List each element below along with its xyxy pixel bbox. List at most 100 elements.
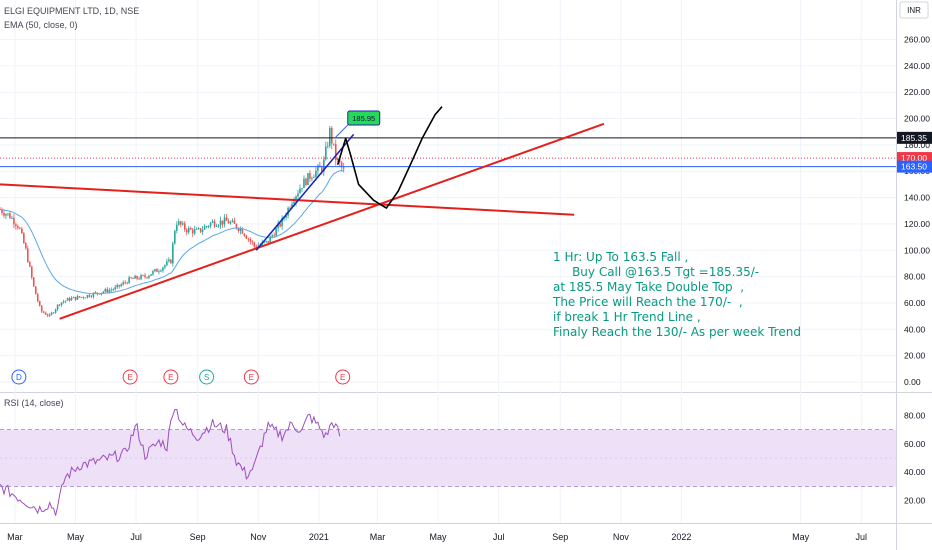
candle-body <box>15 224 17 227</box>
candle-body <box>289 207 291 209</box>
candle-body <box>340 162 343 168</box>
candle-body <box>243 233 246 236</box>
candle-body <box>148 275 150 278</box>
candle-body <box>263 241 266 243</box>
y-tick-label: 20.00 <box>904 351 926 361</box>
candle-body <box>11 217 13 219</box>
x-tick-label: Mar <box>370 532 386 542</box>
price-level-badge <box>897 131 932 144</box>
candle-body <box>102 291 105 293</box>
x-tick-label: May <box>792 532 810 542</box>
candle-body <box>9 213 11 219</box>
candle-body <box>277 223 279 229</box>
candle-body <box>317 165 319 171</box>
currency-label: INR <box>907 6 921 15</box>
candle-body <box>7 213 9 215</box>
candle-body <box>217 225 220 227</box>
candle-body <box>138 278 140 280</box>
candle-body <box>128 277 130 284</box>
candle-body <box>213 221 216 227</box>
candle-body <box>223 217 226 225</box>
candle-body <box>27 248 29 263</box>
candle-body <box>108 289 111 293</box>
candle-body <box>21 228 23 234</box>
candle-body <box>199 228 202 232</box>
candle-body <box>295 196 297 202</box>
y-tick-label: 140.00 <box>904 193 930 203</box>
y-tick-label: 100.00 <box>904 245 930 255</box>
y-tick-label: 40.00 <box>904 324 926 334</box>
candle-body <box>273 235 275 237</box>
candle-body <box>207 226 210 227</box>
candle-body <box>124 282 126 284</box>
candle-body <box>84 297 87 299</box>
candle-body <box>158 271 160 273</box>
annotation-line: Finaly Reach the 130/- As per week Trend <box>553 325 801 339</box>
candle-body <box>92 292 95 297</box>
candle-body <box>183 223 186 230</box>
candle-body <box>32 277 35 287</box>
ema-legend[interactable]: EMA (50, close, 0) <box>4 20 78 30</box>
candle-body <box>297 193 299 197</box>
candle-body <box>34 286 37 295</box>
currency-badge <box>899 1 929 19</box>
candle-body <box>60 302 63 305</box>
candle-body <box>229 221 232 224</box>
event-marker-label: S <box>204 373 209 382</box>
candle-body <box>305 178 307 186</box>
candle-body <box>164 265 166 268</box>
candle-body <box>237 228 240 231</box>
candle-body <box>235 223 238 229</box>
candle-body <box>64 300 67 302</box>
candle-body <box>342 167 345 169</box>
event-marker-label: E <box>127 373 132 382</box>
candle-body <box>94 292 97 294</box>
candle-body <box>225 217 228 221</box>
rsi-line <box>0 408 341 516</box>
candle-body <box>187 228 190 233</box>
candle-body <box>80 296 83 298</box>
candle-body <box>162 267 164 271</box>
candle-body <box>23 233 25 244</box>
price-level-badge <box>897 160 932 173</box>
candle-body <box>323 159 325 172</box>
annotation-line: at 185.5 May Take Double Top , <box>553 280 745 294</box>
candle-body <box>193 229 196 234</box>
y-tick-label: 60.00 <box>904 298 926 308</box>
candle-body <box>52 312 55 314</box>
candle-body <box>309 173 311 179</box>
y-tick-label: 200.00 <box>904 114 930 124</box>
candle-body <box>118 284 121 287</box>
x-tick-label: Jul <box>493 532 505 542</box>
candle-body <box>185 229 188 233</box>
candle-body <box>179 221 182 225</box>
callout-pointer <box>335 122 351 138</box>
candle-body <box>116 284 119 288</box>
x-tick-label: 2022 <box>671 532 691 542</box>
candle-body <box>267 240 270 243</box>
y-tick-label: 260.00 <box>904 35 930 45</box>
candle-body <box>5 214 7 216</box>
candle-body <box>189 228 192 230</box>
price-level-label: 185.35 <box>901 133 927 143</box>
candle-body <box>293 201 295 204</box>
candle-body <box>174 230 176 244</box>
candle-body <box>231 220 234 222</box>
trendline <box>0 183 575 216</box>
candle-body <box>321 167 323 172</box>
candle-body <box>249 239 252 242</box>
candle-body <box>336 158 339 161</box>
candle-body <box>1 209 3 213</box>
callout-label: 185.95 <box>352 114 375 123</box>
candle-body <box>132 278 134 279</box>
candle-body <box>142 275 144 276</box>
rsi-legend[interactable]: RSI (14, close) <box>4 398 64 408</box>
candle-body <box>88 295 91 297</box>
x-tick-label: Jul <box>130 532 142 542</box>
symbol-legend[interactable]: ELGI EQUIPMENT LTD, 1D, NSE <box>4 6 140 16</box>
candle-body <box>150 274 152 276</box>
candle-body <box>44 312 47 315</box>
candle-body <box>253 242 256 247</box>
candle-body <box>311 177 313 179</box>
